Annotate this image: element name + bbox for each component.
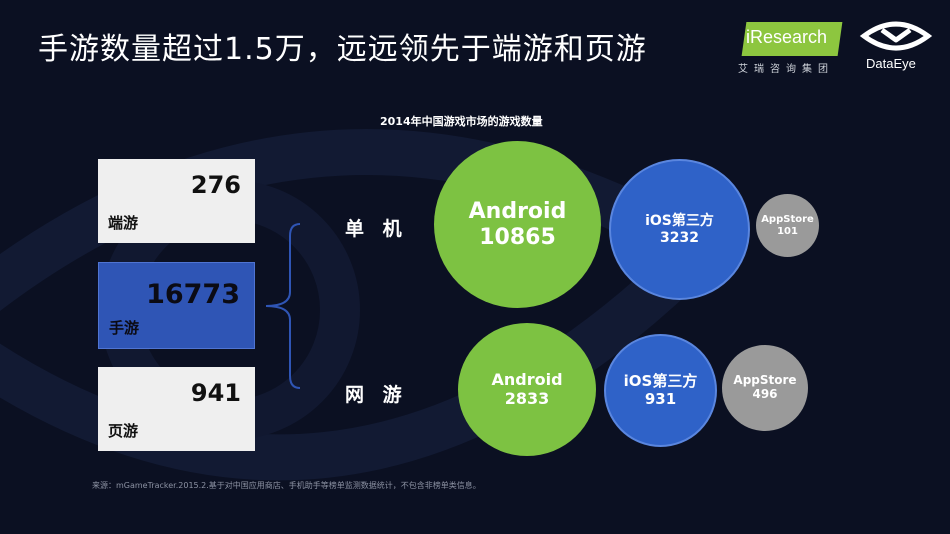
bubble-online-ios-third-party: iOS第三方 931 bbox=[604, 334, 717, 447]
card-value: 276 bbox=[190, 171, 241, 199]
bubble-platform: iOS第三方 bbox=[645, 213, 714, 230]
curly-brace bbox=[265, 223, 301, 389]
bubble-single-android: Android 10865 bbox=[434, 141, 601, 308]
dataeye-eye-icon bbox=[859, 21, 933, 51]
bubble-platform: iOS第三方 bbox=[623, 372, 698, 391]
card-pc-games: 276 端游 bbox=[98, 159, 255, 243]
card-label: 手游 bbox=[109, 319, 140, 337]
bubble-value: 496 bbox=[752, 387, 778, 401]
page-title: 手游数量超过1.5万，远远领先于端游和页游 bbox=[38, 32, 647, 67]
dataeye-logo: DataEye bbox=[858, 18, 938, 74]
iresearch-logo: iResearch 艾瑞咨询集团 bbox=[736, 22, 846, 75]
card-mobile-games: 16773 手游 bbox=[98, 262, 255, 349]
chart-title: 2014年中国游戏市场的游戏数量 bbox=[380, 115, 543, 128]
card-web-games: 941 页游 bbox=[98, 367, 255, 451]
bubble-value: 10865 bbox=[479, 224, 556, 250]
bubble-platform: Android bbox=[491, 370, 563, 390]
bubble-platform: AppStore bbox=[761, 214, 814, 225]
source-note: 来源：mGameTracker.2015.2.基于对中国应用商店、手机助手等榜单… bbox=[92, 481, 481, 490]
bubble-value: 101 bbox=[777, 225, 798, 237]
row-label-online: 网 游 bbox=[345, 384, 408, 406]
card-label: 端游 bbox=[108, 214, 139, 232]
bubble-value: 3232 bbox=[660, 229, 699, 246]
bubble-single-ios-third-party: iOS第三方 3232 bbox=[609, 159, 750, 300]
bubble-online-android: Android 2833 bbox=[458, 323, 596, 456]
bubble-single-appstore: AppStore 101 bbox=[756, 194, 819, 257]
bubble-platform: AppStore bbox=[733, 373, 797, 388]
iresearch-logo-text: iResearch bbox=[746, 27, 828, 47]
bubble-platform: Android bbox=[468, 199, 567, 225]
card-value: 941 bbox=[190, 379, 241, 407]
row-label-single-player: 单 机 bbox=[345, 218, 408, 240]
bubble-value: 2833 bbox=[504, 388, 550, 408]
bubble-online-appstore: AppStore 496 bbox=[722, 345, 808, 431]
dataeye-logo-text: DataEye bbox=[866, 56, 916, 71]
iresearch-logo-subtitle: 艾瑞咨询集团 bbox=[738, 64, 834, 75]
bubble-value: 931 bbox=[644, 389, 677, 408]
card-label: 页游 bbox=[108, 422, 139, 440]
card-value: 16773 bbox=[146, 279, 240, 310]
